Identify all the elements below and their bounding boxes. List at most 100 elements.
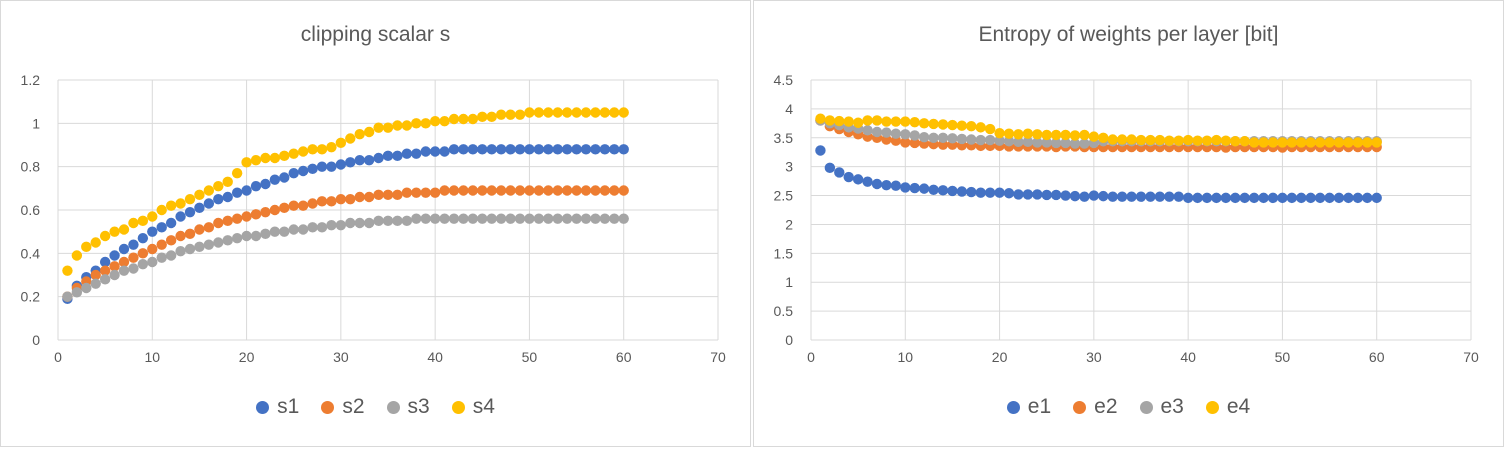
data-point-s1	[561, 144, 573, 155]
data-point-e4	[1145, 134, 1156, 146]
data-point-s1	[580, 144, 592, 155]
data-point-e1	[1126, 191, 1137, 202]
x-tick-label: 0	[807, 349, 815, 365]
data-point-e1	[1116, 191, 1128, 202]
data-point-s3	[477, 213, 488, 224]
data-point-s1	[392, 150, 403, 162]
data-point-s3	[514, 213, 526, 224]
x-tick-label: 10	[897, 349, 913, 365]
data-point-e1	[1192, 192, 1203, 204]
data-point-s2	[458, 185, 469, 196]
data-point-e3	[984, 134, 996, 146]
data-point-s4	[288, 148, 299, 159]
data-point-s4	[194, 189, 205, 201]
legend-label: s1	[277, 395, 300, 418]
data-point-s2	[279, 202, 290, 214]
data-point-s1	[231, 187, 243, 198]
data-point-e4	[947, 119, 958, 131]
legend-item-s4: s4	[451, 395, 495, 419]
data-point-s3	[269, 226, 281, 237]
data-point-s1	[420, 146, 431, 157]
data-point-e3	[947, 133, 958, 144]
data-point-s2	[543, 185, 554, 196]
data-point-e3	[928, 132, 939, 143]
data-point-s1	[448, 144, 460, 155]
data-point-s2	[194, 224, 205, 235]
chart-panel-clipping: clipping scalar s 0 10 20 30 40 50 60 70 0 0.2 0.4…	[0, 0, 751, 447]
data-point-e4	[890, 116, 902, 127]
data-point-s3	[137, 258, 149, 270]
data-point-s2	[250, 209, 262, 220]
data-point-s2	[571, 185, 582, 196]
data-point-e1	[900, 182, 911, 193]
data-point-e1	[871, 178, 883, 190]
data-point-s2	[392, 189, 403, 201]
data-point-s1	[543, 144, 554, 155]
data-point-s2	[269, 204, 281, 216]
data-point-s2	[297, 200, 309, 211]
data-point-e4	[1050, 129, 1062, 141]
data-point-s1	[165, 217, 177, 229]
data-point-e4	[1258, 137, 1269, 148]
data-point-e3	[1022, 136, 1034, 148]
y-tick-label: 1.5	[774, 245, 794, 261]
data-point-s1	[222, 191, 233, 203]
data-point-e1	[852, 174, 864, 185]
data-point-s2	[128, 252, 139, 263]
x-tick-label: 40	[1180, 349, 1196, 365]
data-point-s1	[533, 144, 545, 155]
data-point-e1	[1050, 189, 1062, 201]
x-tick-label: 30	[333, 349, 349, 365]
data-point-s1	[194, 202, 205, 214]
data-point-e1	[890, 180, 902, 191]
data-point-s2	[429, 187, 441, 198]
data-point-s1	[156, 222, 167, 233]
data-point-e1	[881, 179, 892, 191]
chart-panel-entropy: Entropy of weights per layer [bit] 0 10 20…	[753, 0, 1504, 447]
data-point-s1	[373, 152, 384, 164]
data-point-s4	[109, 226, 120, 237]
data-point-s1	[184, 206, 196, 218]
data-point-e1	[1182, 192, 1194, 204]
data-point-e4	[1362, 137, 1373, 148]
legend-marker-icon	[1205, 400, 1219, 414]
data-point-s3	[401, 215, 413, 227]
data-point-e1	[1154, 191, 1166, 202]
data-point-s2	[448, 185, 460, 196]
data-point-s1	[599, 144, 611, 155]
data-point-s1	[477, 144, 488, 155]
data-point-e1	[1239, 192, 1250, 204]
data-point-e4	[1324, 137, 1335, 148]
legend-marker-icon	[386, 400, 400, 414]
data-point-s2	[552, 185, 563, 196]
data-point-e1	[862, 176, 873, 187]
data-point-s2	[213, 217, 224, 229]
data-point-s1	[524, 144, 535, 155]
data-point-e4	[1296, 137, 1307, 148]
chart-legend: e1 e2 e3 e4	[754, 395, 1503, 419]
data-point-e1	[834, 167, 845, 178]
data-point-s1	[363, 154, 375, 166]
data-point-s2	[477, 185, 488, 196]
data-point-e3	[1003, 136, 1015, 147]
data-point-e4	[1022, 128, 1034, 139]
data-point-s2	[590, 185, 601, 196]
data-point-e1	[1079, 191, 1090, 202]
data-point-s3	[543, 213, 554, 224]
data-point-e3	[909, 130, 920, 141]
data-point-e1	[1314, 192, 1326, 204]
data-point-s4	[458, 113, 469, 125]
x-tick-label: 50	[522, 349, 538, 365]
data-point-e3	[1060, 137, 1071, 149]
data-point-e4	[1135, 134, 1147, 146]
x-tick-label: 50	[1275, 349, 1291, 365]
data-point-e4	[1013, 129, 1024, 140]
data-point-e1	[1267, 192, 1279, 204]
chart-title: clipping scalar s	[300, 23, 451, 46]
x-tick-label: 20	[239, 349, 255, 365]
data-point-s1	[458, 144, 469, 155]
data-point-e3	[871, 126, 883, 138]
data-point-s4	[165, 200, 177, 211]
data-point-s2	[524, 185, 535, 196]
data-point-s3	[203, 239, 215, 250]
